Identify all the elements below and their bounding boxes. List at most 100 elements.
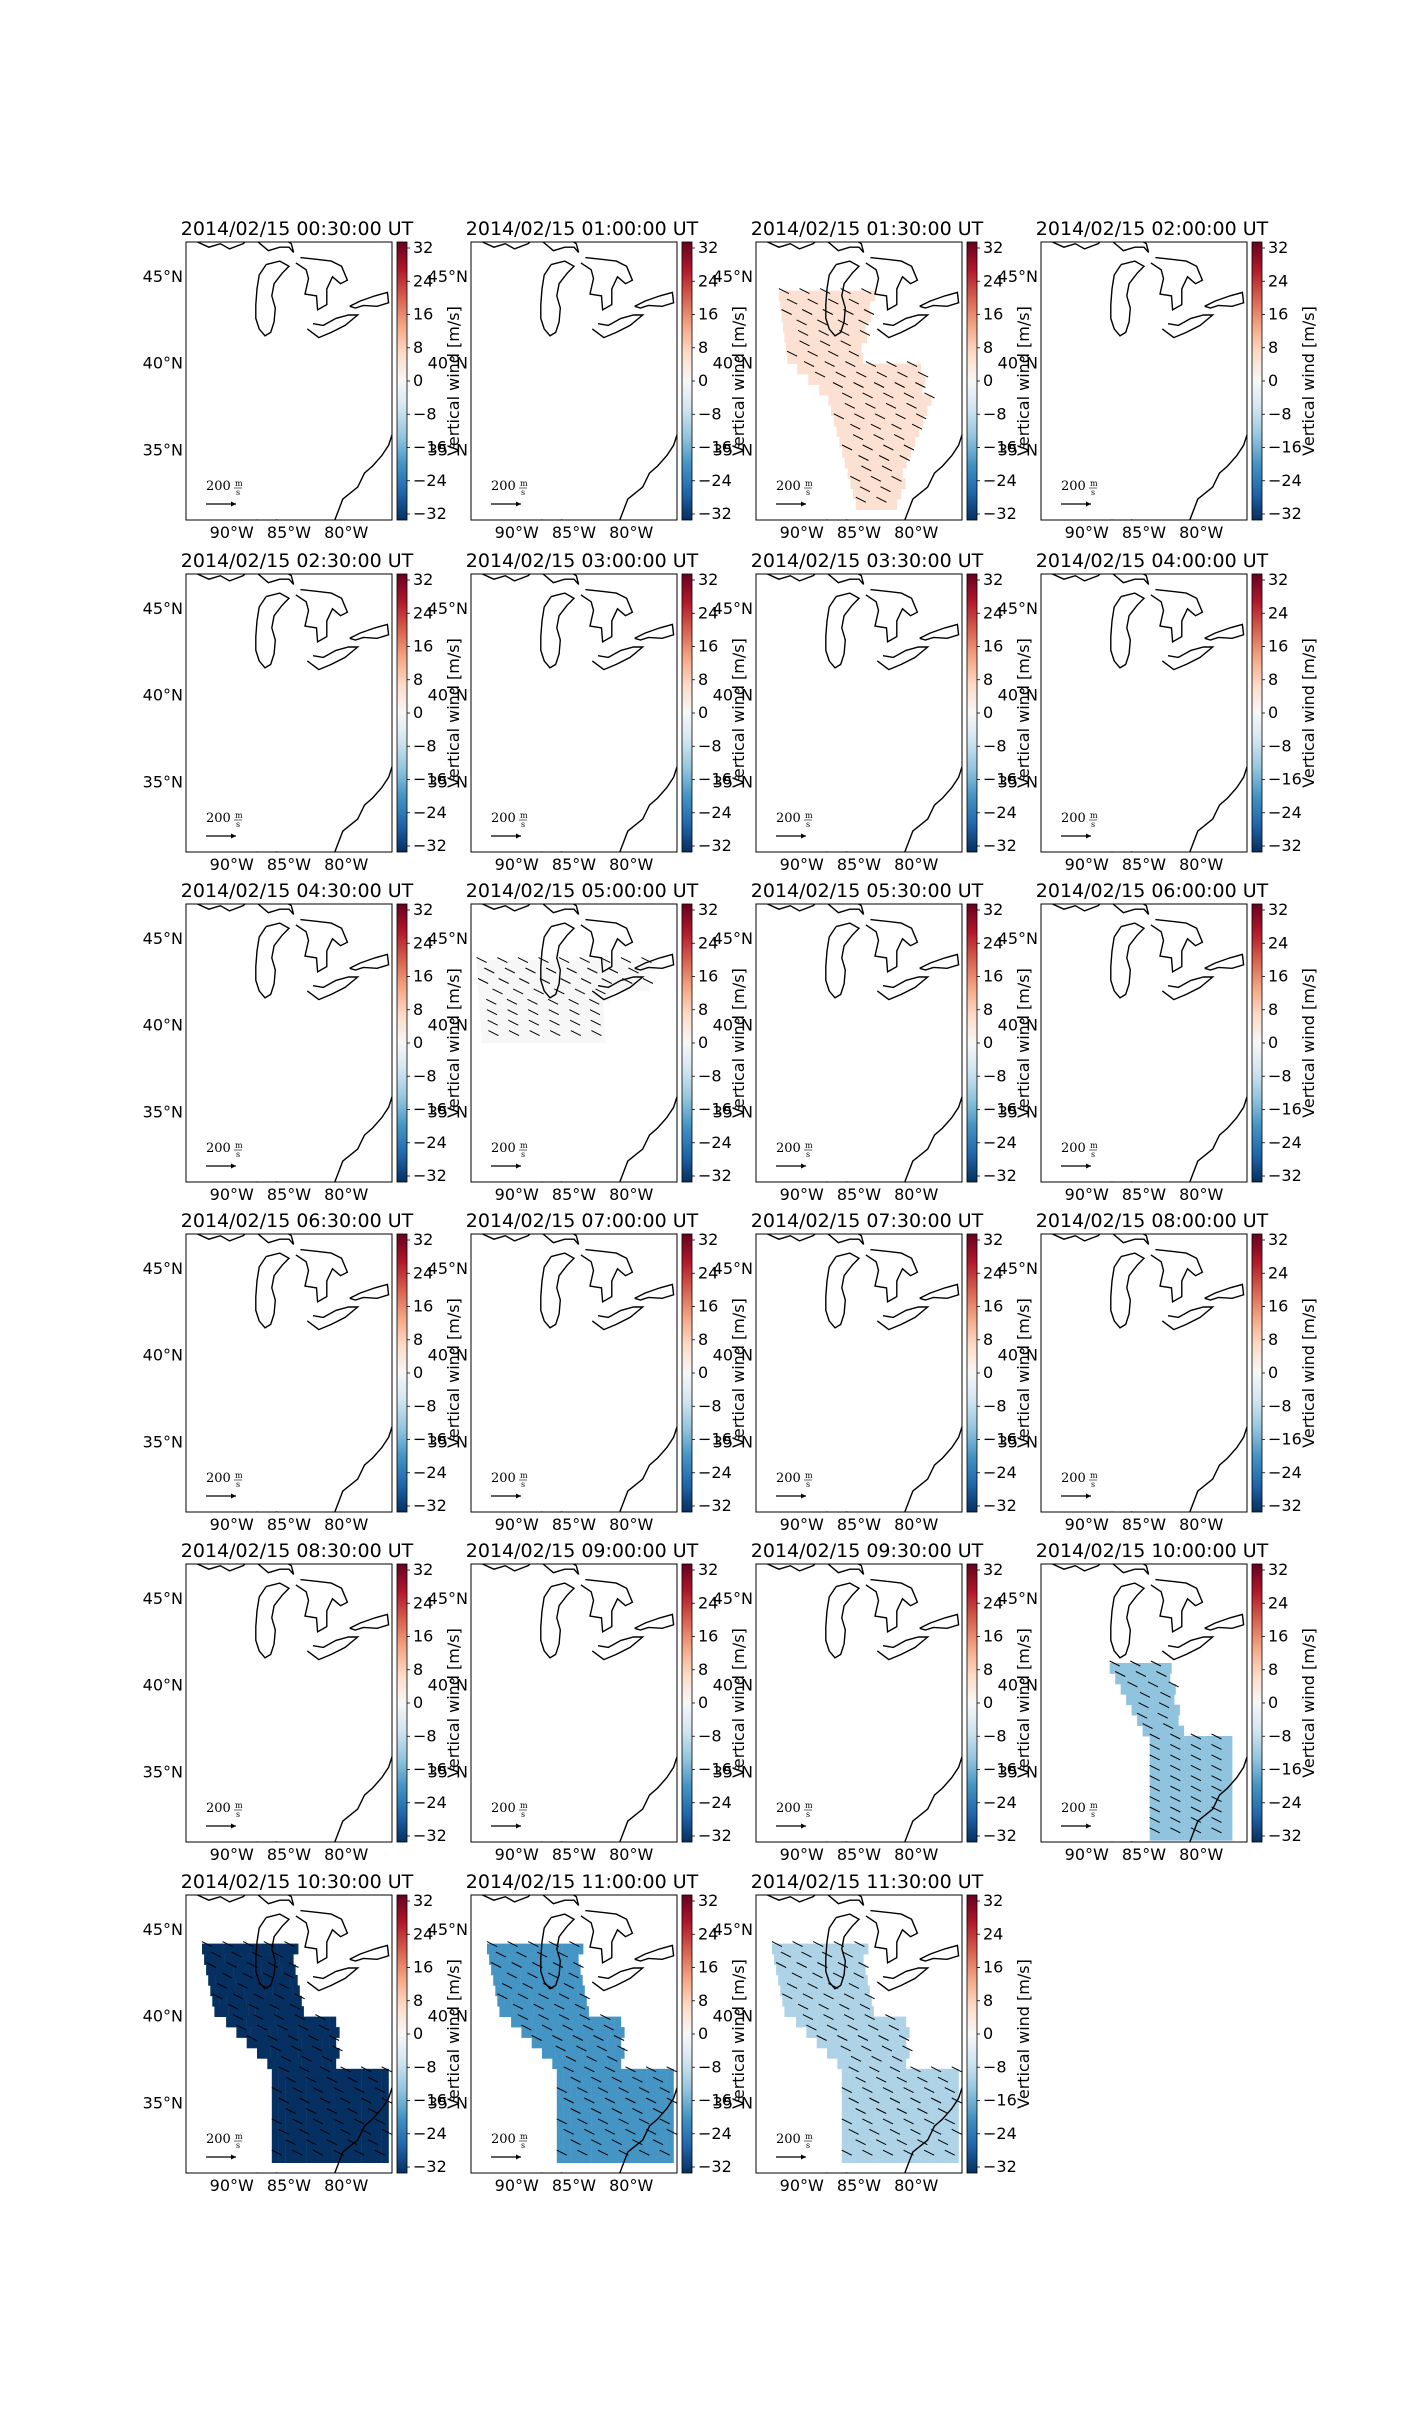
data-cell xyxy=(490,959,498,971)
colorbar xyxy=(1251,573,1263,853)
data-cell xyxy=(813,290,821,302)
data-cell xyxy=(584,2120,592,2132)
quiver-key-unit-num: m xyxy=(235,1801,243,1810)
data-cell xyxy=(860,1974,868,1986)
data-cell xyxy=(521,1011,529,1023)
data-cell xyxy=(1163,1777,1171,1789)
data-cell xyxy=(504,970,512,981)
colorbar-tick-label: 32 xyxy=(698,570,718,589)
wind-vector xyxy=(590,1019,601,1026)
data-cell xyxy=(1225,1777,1233,1789)
data-cell xyxy=(938,2079,946,2090)
wind-vector xyxy=(1211,1764,1222,1771)
data-cell xyxy=(889,2110,897,2122)
data-cell xyxy=(333,2079,341,2090)
data-cell xyxy=(502,1985,510,1997)
data-cell xyxy=(1141,1683,1149,1695)
data-cell xyxy=(333,2089,341,2101)
data-cell xyxy=(902,415,910,427)
data-cell xyxy=(876,374,884,385)
colorbar-tick-label: 8 xyxy=(983,1660,993,1679)
data-cell xyxy=(659,2152,667,2163)
plot-frame xyxy=(755,1894,963,2174)
data-cell xyxy=(604,2120,612,2132)
data-cell xyxy=(871,2058,879,2070)
data-cell xyxy=(1150,1663,1158,1674)
data-cell xyxy=(607,2016,615,2028)
data-cell xyxy=(570,1985,578,1997)
colorbar-tick-label: −8 xyxy=(413,1396,437,1415)
colorbar-tick-label: 24 xyxy=(413,1593,433,1612)
data-cell xyxy=(326,2100,334,2111)
wind-vector xyxy=(1190,1816,1202,1823)
data-cell xyxy=(570,2079,578,2090)
data-cell xyxy=(844,2016,852,2028)
data-cell xyxy=(850,311,858,323)
wind-vector xyxy=(874,413,886,420)
data-cell xyxy=(217,1954,225,1965)
data-cell xyxy=(545,2016,553,2028)
data-cell xyxy=(881,384,889,396)
data-cell xyxy=(911,374,919,385)
data-cell xyxy=(1204,1829,1212,1841)
data-cell xyxy=(632,2141,640,2153)
data-cell xyxy=(862,2089,870,2101)
wind-vector xyxy=(205,1962,217,1968)
data-cell xyxy=(299,2120,307,2132)
wind-vector xyxy=(843,1993,855,2000)
data-cell xyxy=(938,2089,946,2101)
data-cell xyxy=(574,980,582,992)
data-cell xyxy=(868,290,876,302)
data-cell xyxy=(890,394,898,406)
wind-vector xyxy=(1190,1827,1202,1834)
coastline xyxy=(482,1895,580,1906)
data-cell xyxy=(819,384,827,396)
data-cell xyxy=(507,1011,515,1023)
data-cell xyxy=(285,2120,293,2132)
coastline xyxy=(482,574,580,585)
wind-vector xyxy=(226,1962,237,1968)
data-cell xyxy=(1225,1746,1233,1758)
data-cell xyxy=(501,1022,509,1033)
data-cell xyxy=(573,970,581,981)
data-cell xyxy=(1163,1725,1171,1737)
data-cell xyxy=(618,2152,626,2163)
wind-vector xyxy=(201,1941,213,1948)
quiver-key-value: 200 xyxy=(1061,1471,1086,1486)
wind-vector xyxy=(1190,1764,1202,1771)
colorbar-label: Vertical wind [m/s] xyxy=(729,1628,748,1778)
data-cell xyxy=(862,447,870,458)
lat-tick-label: 35°N xyxy=(143,773,183,792)
data-cell xyxy=(861,290,869,302)
lon-tick-label: 80°W xyxy=(324,1845,368,1864)
colorbar-tick-label: 8 xyxy=(413,670,423,689)
wind-vector xyxy=(801,309,813,315)
panel-title: 2014/02/15 03:00:00 UT xyxy=(466,550,699,572)
data-cell xyxy=(818,2006,826,2017)
data-cell xyxy=(618,2120,626,2132)
data-cell xyxy=(556,2079,564,2090)
data-cell xyxy=(238,1954,246,1965)
data-cell xyxy=(617,2027,625,2038)
lon-tick-label: 85°W xyxy=(552,523,596,542)
data-cell xyxy=(566,2058,574,2070)
data-cell xyxy=(591,2141,599,2153)
wind-vector xyxy=(570,1030,582,1037)
data-cell xyxy=(816,311,824,323)
data-cell xyxy=(625,2089,633,2101)
data-cell xyxy=(546,970,554,981)
wind-vector xyxy=(944,2149,956,2156)
wind-vector xyxy=(299,2128,310,2135)
data-cell xyxy=(841,2100,849,2111)
wind-vector xyxy=(889,2097,901,2104)
data-cell xyxy=(533,2006,541,2017)
colorbar-tick-label: −8 xyxy=(698,1066,722,1085)
data-cell xyxy=(271,2141,279,2153)
lat-tick-label: 35°N xyxy=(713,2094,753,2113)
data-cell xyxy=(1120,1683,1128,1695)
data-cell xyxy=(556,1022,564,1033)
coastline xyxy=(865,1578,919,1633)
wind-vector xyxy=(584,2128,595,2135)
plot-frame xyxy=(470,573,678,853)
data-cell xyxy=(931,2141,939,2153)
